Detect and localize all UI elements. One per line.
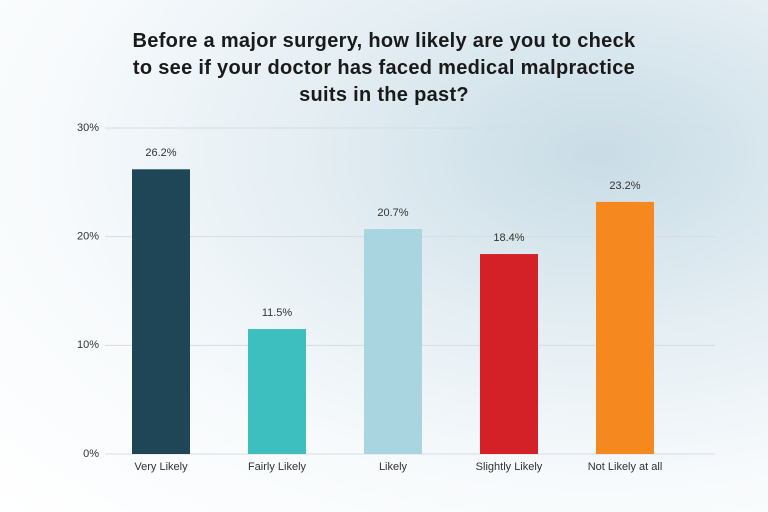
y-tick-label: 0% — [83, 448, 99, 460]
y-tick-label: 10% — [77, 339, 99, 351]
y-tick-label: 30% — [77, 122, 99, 134]
x-tick-label: Likely — [379, 461, 408, 473]
chart-title: Before a major surgery, how likely are y… — [132, 30, 636, 106]
bar — [132, 169, 190, 454]
value-label: 26.2% — [145, 147, 176, 159]
value-label: 23.2% — [609, 180, 640, 192]
x-tick-label: Fairly Likely — [248, 461, 307, 473]
bar — [248, 329, 306, 454]
value-label: 18.4% — [493, 232, 524, 244]
bar — [480, 254, 538, 454]
bar — [596, 201, 654, 454]
value-label: 11.5% — [262, 307, 293, 319]
x-tick-label: Slightly Likely — [476, 461, 543, 473]
value-label: 20.7% — [377, 207, 408, 219]
bar — [364, 229, 422, 454]
x-tick-label: Very Likely — [134, 461, 188, 473]
x-tick-label: Not Likely at all — [588, 461, 663, 473]
y-tick-label: 20% — [77, 231, 99, 243]
